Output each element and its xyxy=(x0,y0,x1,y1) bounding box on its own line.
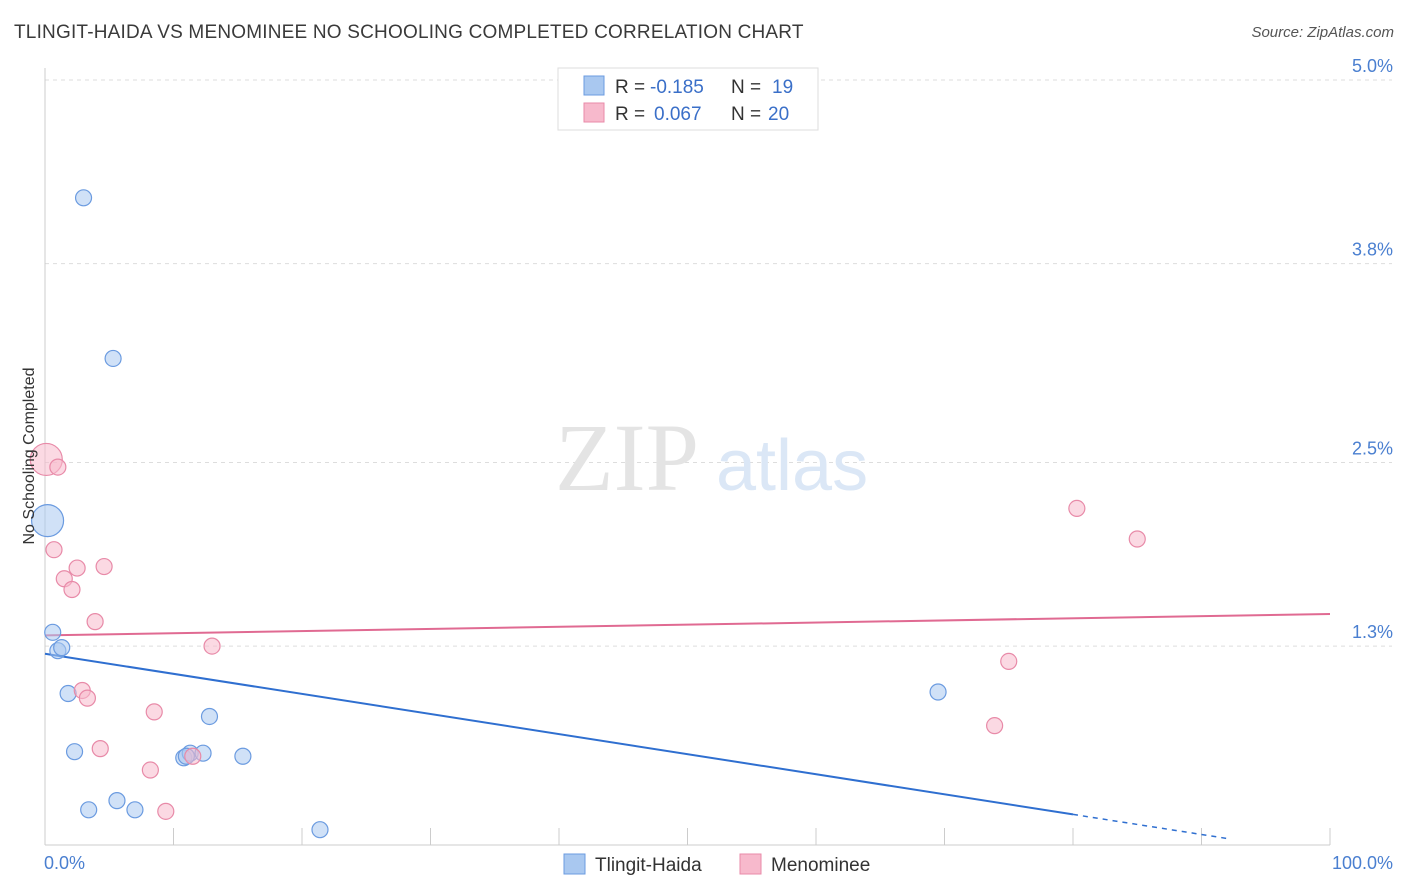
chart-title: TLINGIT-HAIDA VS MENOMINEE NO SCHOOLING … xyxy=(14,22,804,43)
x-tick-label-min: 0.0% xyxy=(44,853,85,873)
y-tick-label-1: 2.5% xyxy=(1352,439,1393,459)
point-pink-1 xyxy=(49,458,67,476)
point-pink-16 xyxy=(986,717,1004,735)
point-blue-14 xyxy=(200,707,219,726)
point-blue-6 xyxy=(59,684,77,703)
legend-n-label-2: N = xyxy=(731,104,761,125)
legend-r-label-2: R = xyxy=(615,104,645,125)
point-pink-11 xyxy=(145,703,163,721)
point-blue-9 xyxy=(108,792,126,810)
source-label: Source: ZipAtlas.com xyxy=(1251,24,1394,41)
bottom-legend-label-blue: Tlingit-Haida xyxy=(595,855,702,876)
x-tick-label-max: 100.0% xyxy=(1332,853,1393,873)
point-pink-15 xyxy=(1000,652,1018,671)
x-tick-marks xyxy=(44,828,1331,845)
point-pink-19 xyxy=(184,747,202,765)
legend-n-value-1: 19 xyxy=(772,77,793,98)
y-tick-label-0: 1.3% xyxy=(1352,622,1393,642)
point-pink-6 xyxy=(95,557,113,576)
point-blue-16 xyxy=(311,821,329,839)
point-blue-7 xyxy=(65,743,84,761)
point-pink-18 xyxy=(1128,530,1146,548)
point-blue-3 xyxy=(44,623,62,641)
bottom-legend-swatch-blue xyxy=(563,853,586,875)
trend-line-blue-extension xyxy=(1072,813,1228,840)
point-pink-9 xyxy=(78,689,97,707)
y-tick-label-3: 5.0% xyxy=(1352,56,1393,76)
trend-line-blue xyxy=(44,652,1074,816)
point-pink-7 xyxy=(86,613,104,631)
legend-swatch-pink xyxy=(583,102,605,123)
bottom-legend-swatch-pink xyxy=(739,853,762,875)
data-points xyxy=(29,189,1146,839)
bottom-legend: Tlingit-Haida Menominee xyxy=(563,853,870,876)
legend-box: R = -0.185 N = 19 R = 0.067 N = 20 xyxy=(557,67,819,131)
point-pink-17 xyxy=(1068,499,1086,517)
watermark: ZIP atlas xyxy=(555,404,868,511)
point-blue-2 xyxy=(30,504,65,538)
watermark-atlas: atlas xyxy=(716,426,868,506)
point-blue-0 xyxy=(74,189,93,207)
legend-r-value-2: 0.067 xyxy=(654,104,702,125)
point-blue-15 xyxy=(234,747,252,765)
legend-swatch-blue xyxy=(583,75,605,96)
trend-lines xyxy=(44,612,1331,840)
point-pink-5 xyxy=(68,559,86,577)
y-axis-label: No Schooling Completed xyxy=(21,368,38,545)
point-blue-8 xyxy=(80,801,98,819)
y-tick-labels: 1.3% 2.5% 3.8% 5.0% xyxy=(1352,56,1393,642)
point-pink-12 xyxy=(141,761,159,779)
y-tick-label-2: 3.8% xyxy=(1352,240,1393,260)
point-blue-17 xyxy=(929,683,947,701)
point-pink-4 xyxy=(63,580,81,599)
legend-r-value-1: -0.185 xyxy=(650,77,704,98)
point-pink-2 xyxy=(45,541,63,559)
point-blue-5 xyxy=(53,639,71,657)
legend-n-value-2: 20 xyxy=(768,104,789,125)
legend-r-label-1: R = xyxy=(615,77,645,98)
point-pink-13 xyxy=(157,802,175,820)
point-pink-10 xyxy=(91,740,109,758)
watermark-zip: ZIP xyxy=(555,404,699,511)
bottom-legend-label-pink: Menominee xyxy=(771,855,870,876)
grid-lines xyxy=(45,79,1392,647)
point-blue-10 xyxy=(126,801,144,819)
legend-n-label-1: N = xyxy=(731,77,761,98)
point-pink-14 xyxy=(203,637,221,655)
trend-line-pink xyxy=(44,612,1331,637)
point-blue-1 xyxy=(104,349,122,368)
